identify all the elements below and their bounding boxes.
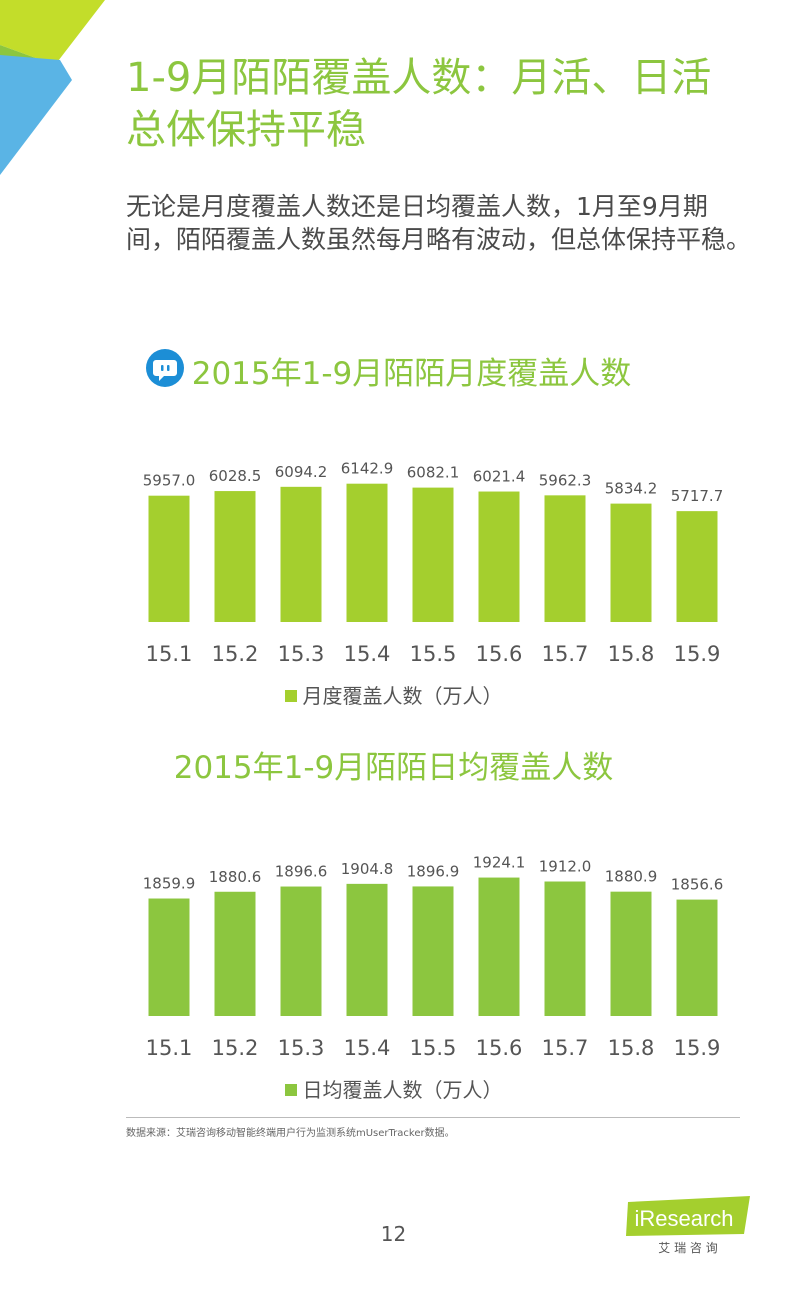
daily-value-label: 1880.9 <box>605 868 658 886</box>
legend-swatch <box>284 1084 297 1096</box>
daily-value-label: 1924.1 <box>473 854 526 872</box>
monthly-value-label: 5834.2 <box>605 480 658 498</box>
chart-monthly-legend: 月度覆盖人数（万人） <box>0 680 787 709</box>
daily-bar <box>214 891 256 1016</box>
monthly-x-tick-label: 15.6 <box>476 642 523 666</box>
daily-x-tick-label: 15.4 <box>344 1036 391 1060</box>
monthly-x-tick-label: 15.9 <box>674 642 721 666</box>
monthly-bar <box>610 503 652 622</box>
svg-text:iResearch: iResearch <box>634 1206 733 1231</box>
corner-yellow-shape <box>0 0 105 65</box>
daily-bar <box>544 881 586 1016</box>
footer-divider <box>126 1117 740 1118</box>
monthly-value-label: 5957.0 <box>143 472 196 490</box>
monthly-bar <box>346 483 388 622</box>
monthly-value-label: 5717.7 <box>671 487 724 505</box>
daily-bar <box>610 891 652 1016</box>
monthly-bar <box>148 495 190 622</box>
source-note: 数据来源：艾瑞咨询移动智能终端用户行为监测系统mUserTracker数据。 <box>126 1128 455 1139</box>
chart-daily-legend: 日均覆盖人数（万人） <box>0 1074 787 1103</box>
daily-x-tick-label: 15.9 <box>674 1036 721 1060</box>
daily-value-label: 1912.0 <box>539 858 592 876</box>
chart-daily-title: 2015年1-9月陌陌日均覆盖人数 <box>173 750 614 786</box>
daily-bar <box>280 886 322 1016</box>
daily-x-tick-label: 15.5 <box>410 1036 457 1060</box>
iresearch-logo: iResearch 艾 瑞 咨 询 <box>626 1196 750 1255</box>
chart-monthly-title: 2015年1-9月陌陌月度覆盖人数 <box>191 356 632 392</box>
daily-value-label: 1880.6 <box>209 868 262 886</box>
daily-x-tick-label: 15.3 <box>278 1036 325 1060</box>
daily-value-label: 1859.9 <box>143 875 196 893</box>
monthly-value-label: 6094.2 <box>275 463 328 481</box>
monthly-bar <box>412 487 454 622</box>
legend-label: 日均覆盖人数（万人） <box>302 1078 503 1102</box>
daily-bar <box>676 899 718 1016</box>
monthly-x-tick-label: 15.3 <box>278 642 325 666</box>
chart-monthly-svg: 5957.0 15.1 6028.5 15.2 6094.2 15.3 6142.9 15.4… <box>143 460 724 666</box>
chart-daily: 1859.9 15.1 1880.6 15.2 1896.6 15.3 1904.8 15.4… <box>130 824 750 1114</box>
monthly-x-tick-label: 15.5 <box>410 642 457 666</box>
monthly-value-label: 6142.9 <box>341 460 394 478</box>
monthly-x-tick-label: 15.1 <box>146 642 193 666</box>
daily-bar <box>412 886 454 1016</box>
daily-value-label: 1904.8 <box>341 860 394 878</box>
corner-blue-shape <box>0 55 72 175</box>
intro-paragraph: 无论是月度覆盖人数还是日均覆盖人数，1月至9月期间，陌陌覆盖人数虽然每月略有波动… <box>126 192 752 254</box>
monthly-value-label: 5962.3 <box>539 471 592 489</box>
monthly-x-tick-label: 15.8 <box>608 642 655 666</box>
momo-app-icon <box>146 349 184 387</box>
chart-daily-svg: 1859.9 15.1 1880.6 15.2 1896.6 15.3 1904.8 15.4… <box>143 854 724 1060</box>
daily-value-label: 1856.6 <box>671 876 724 894</box>
monthly-value-label: 6082.1 <box>407 464 460 482</box>
daily-value-label: 1896.9 <box>407 862 460 880</box>
monthly-value-label: 6028.5 <box>209 467 262 485</box>
daily-value-label: 1896.6 <box>275 863 328 881</box>
daily-x-tick-label: 15.8 <box>608 1036 655 1060</box>
chart-monthly: 5957.0 15.1 6028.5 15.2 6094.2 15.3 6142.9 15.4… <box>130 430 750 720</box>
corner-decoration <box>0 0 105 175</box>
page-title: 1-9月陌陌覆盖人数：月活、日活总体保持平稳 <box>126 55 712 153</box>
monthly-x-tick-label: 15.2 <box>212 642 259 666</box>
daily-bar <box>346 883 388 1016</box>
monthly-bar <box>280 486 322 622</box>
monthly-bar <box>214 491 256 622</box>
monthly-bar <box>544 495 586 622</box>
daily-bar <box>148 898 190 1016</box>
daily-x-tick-label: 15.7 <box>542 1036 589 1060</box>
daily-bar <box>478 877 520 1016</box>
monthly-x-tick-label: 15.4 <box>344 642 391 666</box>
monthly-bar <box>676 511 718 622</box>
legend-label: 月度覆盖人数（万人） <box>302 684 503 708</box>
svg-text:艾 瑞 咨 询: 艾 瑞 咨 询 <box>658 1240 717 1255</box>
monthly-bar <box>478 491 520 622</box>
monthly-value-label: 6021.4 <box>473 468 526 486</box>
daily-x-tick-label: 15.2 <box>212 1036 259 1060</box>
daily-x-tick-label: 15.6 <box>476 1036 523 1060</box>
legend-swatch <box>284 690 297 702</box>
daily-x-tick-label: 15.1 <box>146 1036 193 1060</box>
monthly-x-tick-label: 15.7 <box>542 642 589 666</box>
page-number: 12 <box>380 1222 407 1246</box>
